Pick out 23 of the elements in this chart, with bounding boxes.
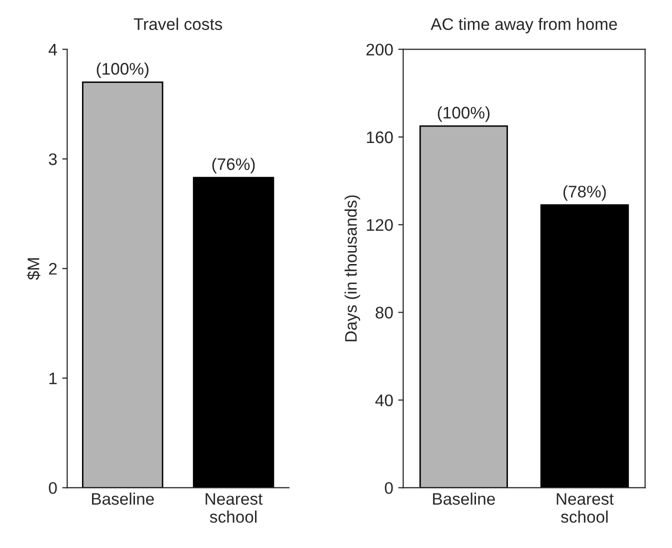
y-tick-label: 160	[366, 131, 393, 144]
y-tick-label: 2	[49, 262, 57, 275]
y-tick-label: 80	[376, 306, 393, 319]
annotation: (100%)	[96, 62, 148, 78]
y-tick-label: 4	[48, 44, 57, 56]
y-tick-label: 1	[49, 372, 57, 384]
y-tick-label: 0	[48, 482, 57, 494]
chart-title: AC time away from home	[430, 18, 617, 34]
x-tick-label: Baseline	[433, 492, 495, 505]
y-tick-label: 200	[366, 44, 393, 56]
x-tick-label: Nearest school	[206, 493, 263, 523]
y-tick-label: 40	[375, 394, 393, 406]
y-tick-label: 0	[384, 482, 393, 494]
annotation: (76%)	[212, 158, 255, 174]
chart-title: Travel costs	[134, 18, 222, 30]
annotation: (78%)	[563, 185, 606, 201]
y-tick-label: 120	[366, 219, 393, 231]
x-tick-label: Nearest school	[556, 493, 614, 523]
x-tick-label: Baseline	[92, 492, 154, 505]
y-axis-title: Days (in thousands)	[344, 195, 360, 342]
annotation: (100%)	[438, 106, 490, 122]
y-tick-label: 3	[48, 153, 57, 166]
y-axis-title: $M	[26, 258, 40, 280]
